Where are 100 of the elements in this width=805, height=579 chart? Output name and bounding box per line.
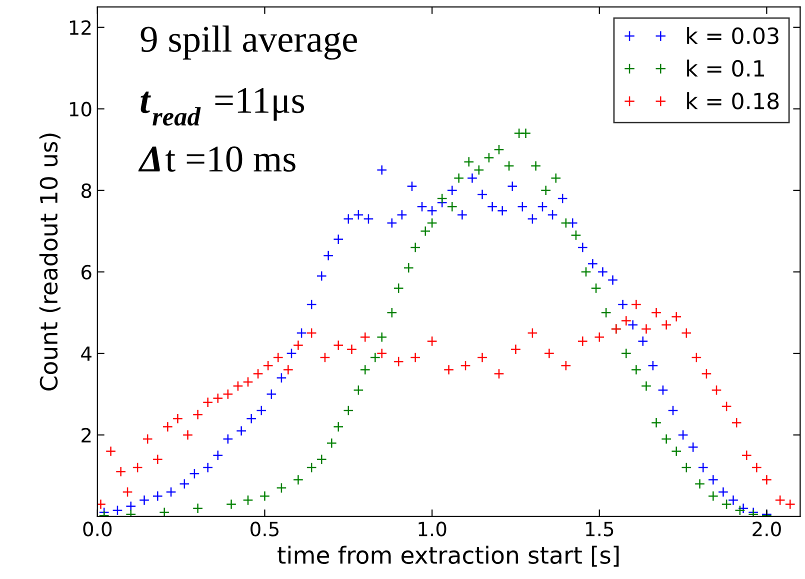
point	[360, 364, 370, 376]
point	[630, 299, 642, 310]
point	[436, 193, 448, 204]
point	[282, 364, 294, 376]
point	[577, 336, 588, 346]
point	[410, 242, 421, 253]
point	[360, 332, 370, 342]
point	[530, 160, 542, 172]
point	[721, 401, 732, 412]
point	[132, 462, 143, 473]
y-tick-label: 2	[82, 428, 91, 442]
point	[671, 446, 682, 457]
point	[97, 498, 106, 510]
point	[464, 156, 474, 168]
x-tick-label: 0.5	[250, 522, 278, 536]
point	[202, 397, 214, 408]
point	[661, 434, 672, 444]
point	[116, 466, 126, 477]
point	[106, 446, 116, 457]
point	[520, 128, 532, 139]
legend-label: k = 0.18	[687, 92, 779, 110]
point	[774, 494, 786, 506]
point	[460, 360, 471, 371]
point	[192, 503, 204, 514]
point	[262, 360, 274, 371]
point	[376, 332, 388, 342]
x-tick-label: 0.0	[83, 522, 112, 536]
point	[640, 380, 652, 392]
point	[316, 454, 327, 465]
point	[152, 454, 163, 465]
point	[320, 352, 330, 363]
point	[446, 201, 458, 212]
point	[426, 336, 438, 346]
point	[242, 376, 254, 388]
point	[242, 494, 254, 506]
point	[691, 352, 702, 363]
point	[504, 160, 514, 172]
point	[252, 368, 264, 380]
point	[570, 230, 582, 240]
point	[333, 340, 344, 351]
y-tick-label: 10	[70, 102, 92, 117]
point	[444, 364, 454, 376]
point	[527, 328, 538, 338]
point	[474, 164, 484, 176]
point	[142, 434, 153, 444]
point	[370, 352, 380, 363]
point	[410, 352, 421, 363]
point	[346, 344, 358, 355]
point	[741, 450, 752, 461]
point	[212, 392, 224, 404]
point	[650, 307, 662, 318]
point	[560, 218, 572, 228]
point	[386, 307, 398, 318]
point	[560, 360, 572, 371]
point	[650, 417, 662, 428]
point	[544, 348, 554, 359]
point	[182, 430, 194, 440]
point	[393, 282, 404, 294]
x-tick-label: 2.0	[752, 522, 781, 536]
point	[476, 352, 488, 363]
point	[540, 185, 552, 196]
point	[620, 348, 632, 359]
point	[232, 380, 244, 392]
point	[306, 462, 317, 473]
point	[454, 172, 464, 184]
point	[162, 422, 173, 432]
point	[550, 172, 562, 184]
point	[630, 364, 642, 376]
point	[661, 320, 672, 330]
point	[721, 498, 732, 510]
point	[226, 498, 237, 510]
point	[711, 384, 722, 396]
point	[494, 368, 504, 380]
point	[326, 438, 337, 448]
point	[694, 478, 706, 490]
point	[510, 344, 521, 355]
point	[751, 462, 762, 473]
point	[600, 307, 612, 318]
annotation: Δt =10 ms	[138, 146, 296, 172]
point	[640, 324, 652, 334]
legend-label: k = 0.1	[687, 60, 764, 77]
x-axis-title: time from extraction start [s]	[278, 546, 619, 567]
point	[403, 262, 414, 274]
point	[620, 316, 632, 326]
point	[784, 498, 796, 510]
point	[259, 490, 270, 502]
point	[484, 152, 494, 164]
point	[494, 144, 504, 155]
annotation: 9 spill average	[140, 26, 357, 60]
y-tick-label: 8	[81, 183, 92, 198]
point	[353, 384, 364, 396]
point	[590, 282, 602, 294]
point	[761, 474, 772, 486]
point	[376, 348, 388, 359]
point	[681, 462, 692, 473]
point	[192, 409, 204, 420]
point	[343, 405, 354, 416]
point	[734, 505, 746, 516]
point	[222, 388, 234, 400]
point	[292, 340, 304, 351]
